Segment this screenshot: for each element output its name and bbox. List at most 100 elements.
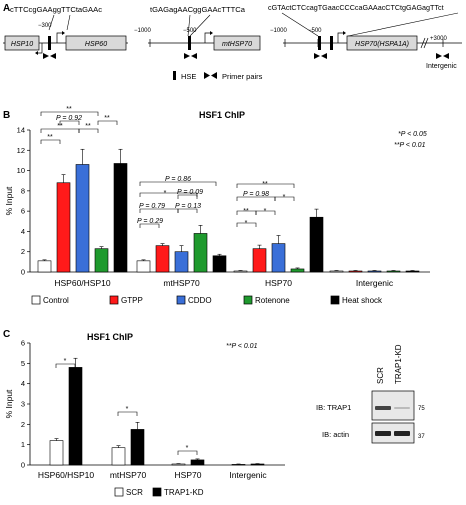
category-label: HSP70: [175, 470, 202, 480]
y-axis-label: % Input: [4, 186, 14, 215]
category-label: Intergenic: [356, 278, 394, 288]
lane-label-trap1-kd: TRAP1-KD: [394, 344, 403, 384]
gene-diagram-mthsp70: tGAGagAACggGAAcTTTCa −1000 −500 mtHSP70: [134, 5, 261, 59]
band-trap1-scr: [375, 406, 391, 410]
bar: [49, 440, 64, 466]
significance-brackets-c: * * *: [55, 358, 198, 455]
y-tick-label: 8: [21, 186, 25, 195]
sig-annotation: P = 0.79: [139, 203, 165, 210]
tick-label-1000b: −1000: [270, 28, 288, 34]
sig-annotation: *: [283, 194, 286, 201]
gene-diagram-hsp10-hsp60: cTTCcgGAAggTTCtaGAAc −300 HSP10 HSP60: [3, 5, 128, 59]
y-tick-label: 12: [17, 146, 25, 155]
bar: [94, 248, 109, 273]
gene-hsp70-hspa1a: HSP70(HSPA1A): [355, 41, 409, 48]
y-axis-label: % Input: [4, 389, 14, 418]
category-label: HSP70: [265, 278, 292, 288]
legend-swatch: [243, 295, 253, 305]
sig-annotation: P = 0.98: [243, 191, 269, 198]
bar: [271, 243, 286, 273]
y-tick-label: 4: [21, 379, 25, 388]
tick-label-500b: −500: [308, 28, 322, 34]
mw-37: 37: [418, 434, 425, 440]
sig-annotation: **: [262, 181, 268, 188]
hse-mark: [48, 36, 51, 50]
legend-label: Control: [43, 296, 69, 305]
significance-brackets-b: ** ** P = 0.92 ** ** ** P = 0.86 * P = 0…: [40, 106, 295, 228]
bar: [386, 270, 401, 273]
sig-legend-1: *P < 0.05: [398, 131, 427, 138]
bar: [252, 248, 267, 273]
sig-annotation: **: [47, 134, 53, 141]
legend-swatch: [176, 295, 186, 305]
sig-annotation: P = 0.86: [165, 176, 191, 183]
bar: [348, 270, 363, 273]
bar: [75, 164, 90, 273]
bar: [155, 245, 170, 273]
chart-b: 0 2 4 6 8 10 12 14 % Input HSP60/HSP10 mtHSP70 HSP7…: [4, 126, 430, 288]
legend-b: Control GTPP CDDO Rotenone Heat shock: [31, 295, 383, 305]
sig-annotation: P = 0.13: [175, 203, 201, 210]
panel-a: A cTTCcgGAAggTTCtaGAAc −300 HSP10 HSP60 …: [3, 3, 462, 81]
legend-swatch: [152, 487, 162, 497]
bar: [193, 233, 208, 273]
y-tick-label: 14: [17, 126, 25, 135]
panel-a-legend: HSE Primer pairs: [173, 71, 263, 81]
sequence-1: cTTCcgGAAggTTCtaGAAc: [10, 5, 102, 14]
bar: [231, 464, 246, 466]
y-tick-label: 2: [21, 247, 25, 256]
panel-b-letter: B: [3, 110, 10, 121]
legend-swatch: [31, 295, 41, 305]
blot-panel-trap1: [371, 390, 415, 421]
sig-annotation: **: [104, 115, 110, 122]
bar: [111, 447, 126, 466]
legend-c: SCR TRAP1-KD: [114, 487, 204, 497]
bar: [233, 270, 248, 273]
y-tick-label: 3: [21, 400, 25, 409]
bar: [290, 268, 305, 273]
legend-label: Heat shock: [342, 296, 383, 305]
sig-annotation: **: [66, 106, 72, 113]
chart-c: 0 1 2 3 4 5 6 % Input HSP60/HSP10 mtHSP70 HSP70 Int…: [4, 339, 285, 480]
primer-legend-icon: [204, 72, 210, 79]
bar: [250, 463, 265, 466]
panel-b-title: HSF1 ChIP: [199, 110, 245, 120]
sig-annotation: **: [243, 208, 249, 215]
bar: [309, 216, 324, 273]
gene-mthsp70: mtHSP70: [222, 41, 252, 48]
legend-swatch: [330, 295, 340, 305]
sig-legend-2: **P < 0.01: [394, 142, 426, 149]
bar: [113, 163, 128, 273]
legend-label: CDDO: [188, 296, 212, 305]
bar: [329, 270, 344, 273]
legend-swatch: [114, 487, 124, 497]
bar: [68, 367, 83, 466]
band-actin-kd: [394, 431, 410, 436]
y-tick-label: 0: [21, 461, 25, 470]
legend-label: TRAP1-KD: [164, 488, 204, 497]
tick-label-3000: +3000: [430, 36, 448, 42]
gene-diagram-hsp70: cGTActCTCcagTGaacCCCcaGAAacCTCtgGAGagTTc…: [268, 3, 462, 70]
panel-b: B HSF1 ChIP *P < 0.05 **P < 0.01 0 2 4 6 8 10…: [3, 106, 430, 305]
sig-annotation: *: [264, 208, 267, 215]
bar: [37, 260, 52, 273]
panel-c: C HSF1 ChIP **P < 0.01 0 1 2 3 4 5 6 % Input HSP…: [3, 329, 425, 497]
panel-c-letter: C: [3, 329, 10, 340]
sig-annotation: **: [85, 123, 91, 130]
category-label: HSP60/HSP10: [54, 278, 110, 288]
bar: [212, 255, 227, 273]
bar: [367, 270, 382, 273]
sig-annotation: *: [126, 406, 129, 413]
y-tick-label: 2: [21, 420, 25, 429]
y-tick-label: 4: [21, 227, 25, 236]
bar: [56, 182, 71, 273]
sig-annotation: *: [245, 220, 248, 227]
y-tick-label: 5: [21, 359, 25, 368]
western-blot: SCR TRAP1-KD IB: TRAP1 75 IB: actin 37: [316, 344, 425, 444]
category-label: HSP60/HSP10: [38, 470, 94, 480]
gene-hsp10: HSP10: [11, 41, 33, 48]
blot-panel-actin: [371, 422, 415, 444]
sig-annotation: P = 0.29: [137, 218, 163, 225]
y-tick-label: 1: [21, 440, 25, 449]
